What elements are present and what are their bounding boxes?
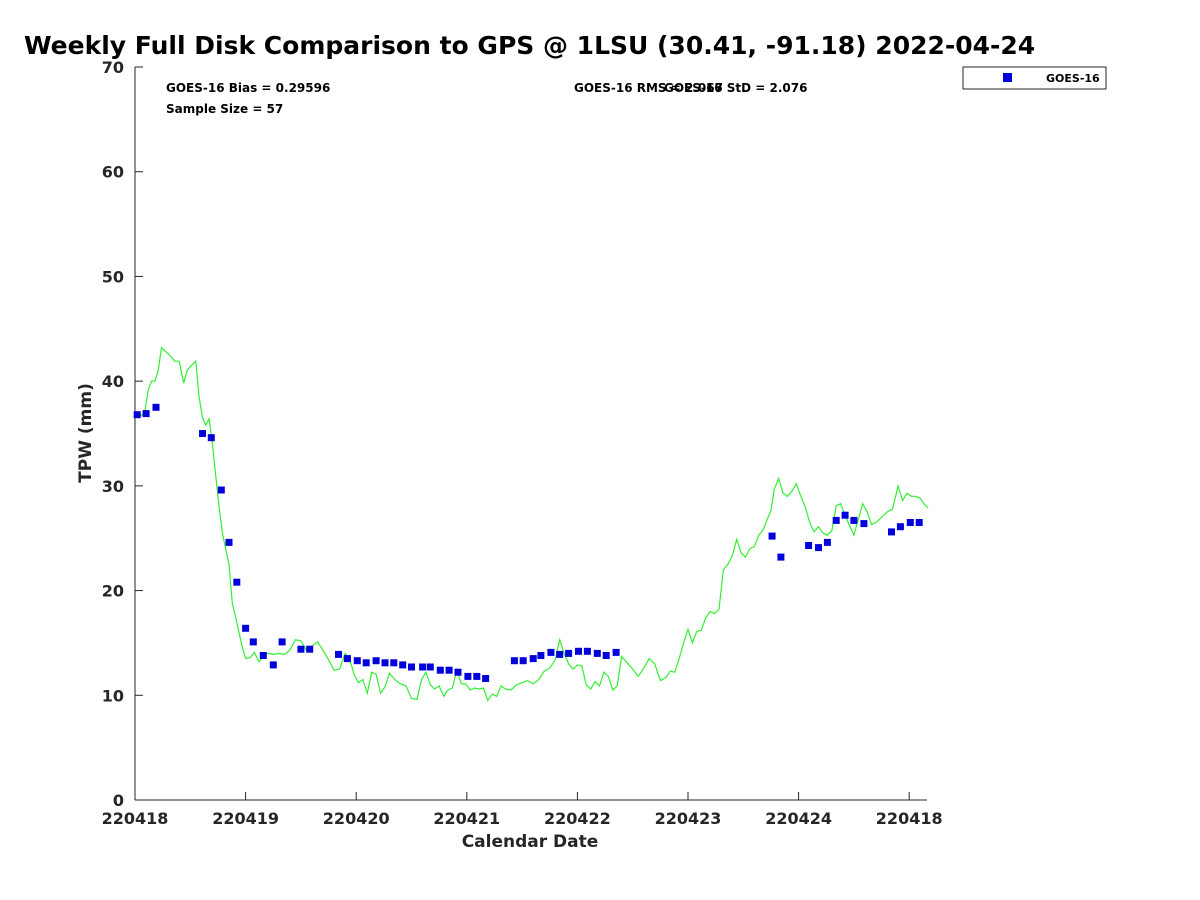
goes16-point: [269, 661, 277, 669]
x-ticks: 220418 220419 220420 220421 220422 220423 2204…: [102, 792, 943, 828]
goes16-point: [906, 519, 914, 526]
y-tick-label: 50: [102, 267, 124, 286]
gps-line-group: [134, 346, 929, 702]
goes16-point: [850, 516, 858, 524]
goes16-point: [408, 663, 415, 671]
goes16-point: [426, 663, 434, 671]
goes16-point: [278, 638, 286, 646]
legend: GOES-16: [962, 66, 1107, 90]
chart-title: Weekly Full Disk Comparison to GPS @ 1LS…: [24, 31, 1035, 60]
x-tick-label: 220418: [876, 809, 943, 828]
goes16-point: [575, 647, 582, 655]
plot-area: [133, 67, 929, 801]
y-tick-label: 20: [102, 582, 124, 601]
goes16-point: [249, 638, 257, 646]
goes16-point: [583, 647, 591, 655]
goes16-point: [436, 666, 444, 674]
bias-annotation: GOES-16 Bias = 0.29596: [166, 81, 330, 95]
goes16-point: [259, 652, 267, 659]
y-axis-label: TPW (mm): [76, 383, 96, 483]
x-tick-label: 220421: [433, 809, 500, 828]
goes16-point: [565, 649, 573, 657]
goes16-point: [372, 657, 380, 665]
x-tick-label: 220418: [102, 809, 169, 828]
y-tick-label: 10: [102, 686, 124, 705]
goes16-point: [399, 661, 407, 669]
goes16-point: [199, 430, 206, 437]
goes16-point: [482, 675, 490, 682]
goes16-point: [381, 659, 389, 667]
goes16-point: [473, 672, 481, 680]
goes16-point: [815, 544, 822, 552]
x-tick-label: 220423: [655, 809, 722, 828]
goes16-point: [297, 645, 305, 653]
goes16-point: [353, 657, 361, 665]
goes16-point: [805, 542, 813, 549]
goes16-point: [510, 657, 518, 665]
goes16-point: [823, 538, 831, 546]
x-tick-label: 220419: [212, 809, 279, 828]
goes16-point: [777, 553, 785, 561]
y-ticks: 0 10 20 30 40 50 60 70: [102, 58, 143, 810]
goes16-point: [335, 650, 342, 658]
goes16-point: [896, 523, 904, 531]
goes16-point: [454, 668, 462, 676]
goes16-point: [233, 578, 241, 586]
gps-series-line: [134, 346, 929, 702]
goes16-point: [519, 657, 527, 665]
goes16-point: [242, 624, 250, 632]
y-tick-label: 0: [113, 791, 124, 810]
y-tick-label: 70: [102, 58, 124, 77]
goes16-point: [142, 410, 150, 418]
y-tick-label: 40: [102, 372, 124, 391]
y-tick-label: 30: [102, 477, 124, 496]
x-axis-label: Calendar Date: [462, 832, 599, 852]
goes16-point: [362, 659, 370, 667]
goes16-point: [547, 648, 555, 656]
goes16-point: [860, 520, 868, 528]
goes16-point: [841, 511, 849, 519]
goes16-point: [133, 411, 141, 419]
goes16-point: [343, 655, 351, 663]
goes16-point: [556, 650, 564, 658]
goes16-point: [207, 434, 215, 442]
x-tick-label: 220424: [765, 809, 832, 828]
goes16-point: [217, 486, 225, 494]
legend-marker-goes16: [1003, 73, 1012, 82]
goes16-point: [225, 538, 233, 546]
goes16-point: [612, 648, 620, 656]
y-tick-label: 60: [102, 163, 124, 182]
std-annotation: GOES-16 StD = 2.076: [664, 81, 807, 95]
legend-label-goes16: GOES-16: [1046, 72, 1100, 85]
x-tick-label: 220420: [323, 809, 390, 828]
legend-box: [962, 66, 1107, 90]
goes16-point: [390, 659, 398, 667]
goes16-point: [152, 403, 160, 411]
goes16-point: [832, 516, 840, 524]
goes16-markers: [133, 403, 923, 682]
goes16-point: [537, 652, 545, 659]
sample-size-annotation: Sample Size = 57: [166, 102, 283, 116]
goes16-point: [464, 672, 472, 680]
goes16-point: [593, 649, 601, 657]
goes16-point: [529, 655, 537, 663]
goes16-point: [888, 528, 895, 536]
goes16-point: [445, 666, 453, 674]
x-tick-label: 220422: [544, 809, 611, 828]
goes16-point: [602, 652, 610, 659]
goes16-point: [419, 663, 427, 671]
goes16-point: [306, 645, 314, 653]
goes16-point: [768, 532, 776, 540]
goes16-point: [915, 519, 923, 526]
rms-annotation: GOES-16 RMS = 2.067: [574, 81, 723, 95]
